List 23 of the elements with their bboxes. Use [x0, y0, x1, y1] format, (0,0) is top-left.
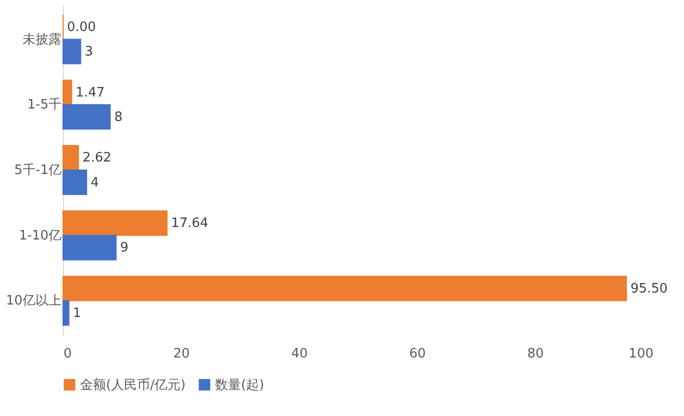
data-label: 0.00: [67, 20, 96, 36]
x-tick-label: 0: [64, 346, 72, 362]
data-label: 9: [120, 240, 128, 256]
data-label: 1.47: [76, 85, 105, 100]
y-tick-label: 5千-1亿: [14, 163, 62, 178]
data-label: 2.62: [82, 150, 112, 166]
data-label: 4: [90, 175, 99, 190]
data-label: 1: [72, 306, 82, 321]
x-tick-label: 40: [291, 346, 308, 362]
x-tick-label: 20: [173, 346, 190, 362]
x-tick-label: 80: [527, 346, 544, 362]
data-label: 3: [84, 44, 93, 60]
data-label: 8: [114, 110, 122, 125]
legend-label: 金额(人民币/亿元): [80, 378, 186, 393]
y-tick-label: 10亿以上: [6, 294, 62, 309]
legend-label: 数量(起): [215, 378, 264, 393]
y-tick-label: 1-5千: [27, 98, 62, 113]
data-label: 95.50: [630, 281, 668, 296]
x-tick-label: 100: [628, 346, 654, 362]
y-tick-label: 1-10亿: [18, 228, 62, 244]
data-label: 17.64: [171, 216, 208, 232]
y-tick-label: 未披露: [22, 32, 62, 48]
x-tick-label: 60: [409, 346, 426, 362]
